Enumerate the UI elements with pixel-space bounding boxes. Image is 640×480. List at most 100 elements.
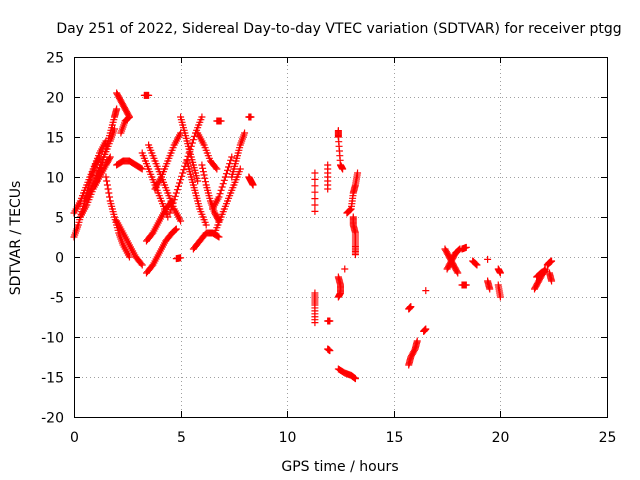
grid-layer	[74, 57, 607, 417]
series-arc-54	[531, 265, 549, 293]
series-arc-41	[405, 303, 415, 313]
series-arc-09	[113, 157, 146, 173]
data-point	[462, 243, 470, 251]
y-tick-label: 0	[55, 251, 64, 267]
data-point	[462, 281, 470, 289]
data-point	[217, 117, 225, 125]
series-arc-49	[469, 257, 481, 269]
data-point	[228, 153, 236, 161]
data-point	[311, 169, 319, 177]
y-tick-label: -20	[41, 411, 64, 427]
data-point	[106, 153, 114, 161]
data-point	[215, 233, 223, 241]
data-point	[407, 303, 415, 311]
series-arc-08	[117, 113, 133, 137]
series-arc-47	[458, 243, 470, 253]
data-point	[346, 206, 354, 214]
y-tick-label: 20	[46, 91, 64, 107]
y-tick-label: 5	[55, 211, 64, 227]
series-arc-44	[422, 287, 430, 295]
data-point	[219, 180, 227, 188]
data-point	[171, 226, 179, 234]
data-point	[198, 161, 206, 169]
y-tick-label: -15	[41, 371, 64, 387]
data-point	[96, 168, 104, 176]
series-arc-48	[458, 281, 470, 289]
data-point	[249, 181, 257, 189]
data-point	[341, 265, 349, 273]
series-arc-52	[494, 265, 504, 277]
data-point	[177, 254, 185, 262]
data-point	[167, 206, 175, 214]
data-point	[178, 172, 186, 180]
data-point	[169, 199, 177, 207]
data-point	[95, 171, 103, 179]
data-point	[176, 179, 184, 187]
series-arc-13	[142, 225, 180, 277]
data-point	[334, 293, 342, 301]
series-arc-17	[172, 254, 185, 263]
data-point	[125, 113, 133, 121]
series-arc-10	[113, 217, 146, 269]
data-point	[172, 189, 180, 197]
series-arc-45	[441, 245, 462, 277]
data-point	[138, 165, 146, 173]
data-point	[102, 173, 110, 181]
data-point	[351, 251, 359, 259]
data-point	[202, 221, 210, 229]
data-point	[496, 269, 504, 277]
data-point	[170, 196, 178, 204]
data-point	[413, 337, 421, 345]
series-arc-55	[533, 267, 549, 281]
data-point	[548, 277, 556, 285]
data-point	[103, 181, 111, 189]
data-point	[137, 260, 145, 268]
series-arc-38	[334, 365, 359, 383]
data-point	[472, 260, 480, 268]
series-arc-36	[334, 273, 344, 301]
series-arc-12	[138, 149, 172, 221]
data-point	[93, 174, 101, 182]
data-point	[422, 287, 430, 295]
data-point	[194, 177, 202, 185]
data-point	[212, 164, 220, 172]
data-point	[311, 175, 319, 183]
plot-frame	[74, 57, 608, 418]
data-point	[201, 178, 209, 186]
data-point	[190, 132, 198, 140]
data-point	[113, 105, 121, 113]
data-point	[541, 267, 549, 275]
series-arc-26	[211, 165, 244, 237]
y-tick-label: 10	[46, 171, 64, 187]
data-point	[215, 193, 223, 201]
data-point	[199, 164, 207, 172]
series-arc-40	[349, 213, 359, 259]
y-tick-label: -10	[41, 331, 64, 347]
data-point	[188, 139, 196, 147]
data-point	[106, 154, 114, 162]
x-tick-label: 25	[599, 430, 617, 446]
data-point	[106, 193, 114, 201]
data-point	[225, 163, 233, 171]
data-point	[177, 176, 185, 184]
series-arc-51	[484, 277, 494, 293]
y-tick-label: 15	[46, 131, 64, 147]
data-point	[218, 183, 226, 191]
data-point	[311, 201, 319, 209]
data-point	[171, 192, 179, 200]
series-arc-19	[177, 113, 202, 185]
series-arc-31	[311, 289, 319, 327]
series-arc-27	[228, 129, 249, 181]
data-point	[200, 171, 208, 179]
data-point	[221, 173, 229, 181]
data-point	[311, 195, 319, 203]
data-point	[220, 176, 228, 184]
series-arc-56	[543, 257, 556, 269]
series-arc-06	[102, 173, 133, 261]
data-point	[97, 164, 105, 172]
y-tick-label: -5	[50, 291, 64, 307]
series-arc-28	[245, 113, 255, 121]
data-point	[227, 156, 235, 164]
data-point	[324, 185, 332, 193]
